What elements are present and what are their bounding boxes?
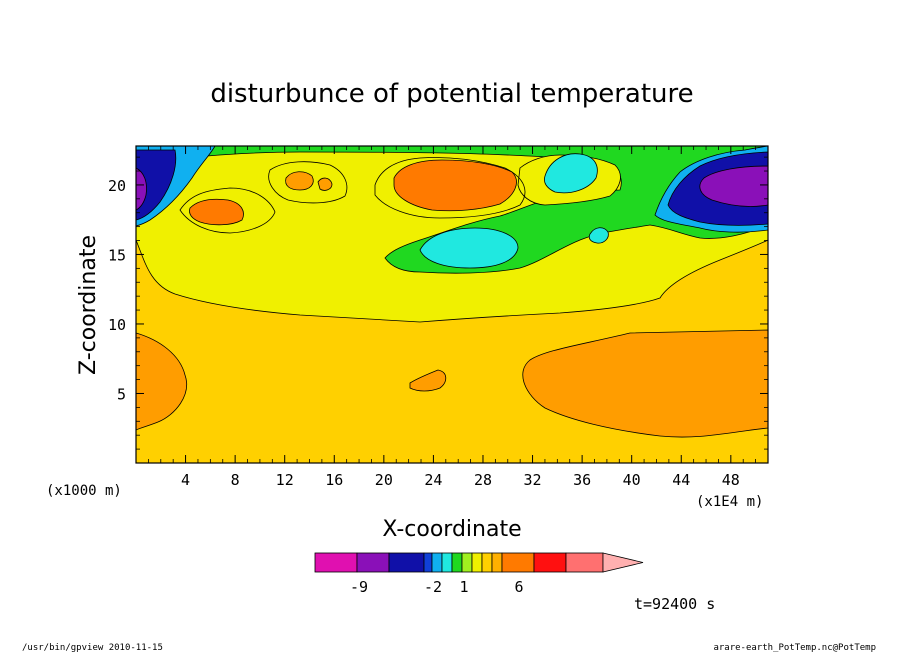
- contour-field: [136, 146, 768, 463]
- colorbar-swatch: [565, 552, 604, 573]
- colorbar-swatch: [481, 552, 493, 573]
- colorbar-arrow: [602, 552, 644, 573]
- colorbar-swatch: [441, 552, 453, 573]
- x-tick-label: 40: [623, 471, 641, 489]
- field-cyan-cell-upper: [544, 153, 598, 194]
- field-cyan-cell-small: [588, 227, 609, 244]
- colorbar: [314, 552, 644, 573]
- colorbar-tick-label: -9: [350, 578, 368, 596]
- y-axis-ticks: 5 10 15 20: [108, 156, 768, 450]
- colorbar-swatch: [533, 552, 567, 573]
- field-hot-cell-center: [393, 159, 517, 212]
- colorbar-tick-label: 6: [514, 578, 523, 596]
- x-tick-label: 36: [573, 471, 591, 489]
- x-tick-label: 28: [474, 471, 492, 489]
- field-coldest-left: [136, 167, 147, 211]
- y-tick-label: 5: [117, 385, 126, 403]
- field-warm-cell-upper: [285, 171, 333, 191]
- x-axis-label: X-coordinate: [382, 517, 521, 542]
- plot-frame: [135, 145, 769, 464]
- colorbar-swatch: [356, 552, 390, 573]
- colorbar-swatch: [423, 552, 433, 573]
- colorbar-swatch: [388, 552, 425, 573]
- x-tick-label: 20: [375, 471, 393, 489]
- x-tick-label: 32: [524, 471, 542, 489]
- x-tick-label: 12: [276, 471, 294, 489]
- colorbar-swatch: [431, 552, 443, 573]
- colorbar-swatch: [314, 552, 358, 573]
- x-tick-label: 4: [181, 471, 190, 489]
- field-colder-left: [136, 149, 177, 221]
- y-tick-label: 15: [108, 246, 126, 264]
- colorbar-swatch: [491, 552, 503, 573]
- x-axis-ticks: 4 8 12 16 20 24 28 32 36 40 44 48: [147, 146, 757, 489]
- field-hot-cell-left: [189, 198, 244, 226]
- x-tick-label: 48: [722, 471, 740, 489]
- x-unit-left: (x1000 m): [46, 483, 122, 499]
- x-tick-label: 16: [325, 471, 343, 489]
- x-tick-label: 24: [424, 471, 442, 489]
- time-label: t=92400 s: [634, 595, 715, 613]
- colorbar-swatch: [501, 552, 535, 573]
- chart-title: disturbunce of potential temperature: [210, 79, 693, 109]
- field-warm-left: [136, 332, 187, 431]
- colorbar-swatch: [461, 552, 473, 573]
- y-tick-label: 10: [108, 316, 126, 334]
- field-cyan-cell-lower: [419, 227, 519, 269]
- field-coldest-right: [699, 165, 768, 207]
- footer-right: arare-earth_PotTemp.nc@PotTemp: [713, 643, 876, 653]
- x-tick-label: 44: [672, 471, 690, 489]
- colorbar-swatch: [471, 552, 483, 573]
- colorbar-tick-label: -2: [424, 578, 442, 596]
- x-unit-right: (x1E4 m): [696, 494, 763, 510]
- colorbar-tick-label: 1: [459, 578, 468, 596]
- footer-left: /usr/bin/gpview 2010-11-15: [22, 643, 163, 653]
- x-tick-label: 8: [231, 471, 240, 489]
- colorbar-labels: -9 -2 1 6: [350, 578, 524, 596]
- colorbar-swatch: [451, 552, 463, 573]
- y-axis-label: Z-coordinate: [76, 235, 101, 375]
- field-warm-right: [522, 329, 768, 438]
- y-tick-label: 20: [108, 177, 126, 195]
- field-warm-cell: [409, 369, 447, 392]
